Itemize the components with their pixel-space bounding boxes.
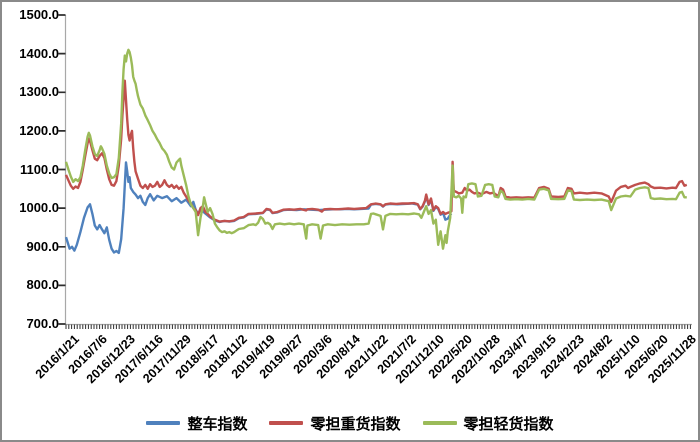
legend-swatch-green-line (422, 421, 457, 425)
legend-label-lingdan-heavy-index: 零担重货指数 (310, 415, 401, 433)
series-line-zhengche-index (64, 161, 453, 255)
y-axis-label: 900.0 (26, 238, 59, 254)
y-axis-label: 1000.0 (19, 200, 59, 216)
y-tick-marks (58, 14, 66, 325)
y-axis-label: 1400.0 (19, 45, 59, 61)
y-axis-label: 1300.0 (19, 84, 59, 100)
legend-label-zhengche-index: 整车指数 (187, 415, 248, 433)
legend-item-zhengche-index: 整车指数 (146, 413, 247, 434)
x-tick-marks (65, 324, 691, 329)
legend-label-lingdan-light-index: 零担轻货指数 (463, 415, 554, 433)
legend-swatch-red-line (269, 421, 304, 425)
y-axis-label: 1100.0 (19, 161, 59, 177)
legend-item-lingdan-heavy-index: 零担重货指数 (269, 413, 401, 434)
y-axis-label: 800.0 (26, 277, 59, 293)
series-line-lingdan-heavy-index (64, 79, 688, 223)
series-line-lingdan-light-index (64, 48, 687, 250)
legend-item-lingdan-light-index: 零担轻货指数 (422, 413, 554, 434)
y-axis-label: 700.0 (26, 316, 59, 331)
legend: 整车指数 零担重货指数 零担轻货指数 (2, 411, 698, 435)
legend-swatch-blue-line (146, 421, 181, 425)
y-axis-label: 1500.0 (19, 7, 59, 22)
axis-lines (64, 15, 692, 326)
y-axis-label: 1200.0 (19, 122, 59, 138)
